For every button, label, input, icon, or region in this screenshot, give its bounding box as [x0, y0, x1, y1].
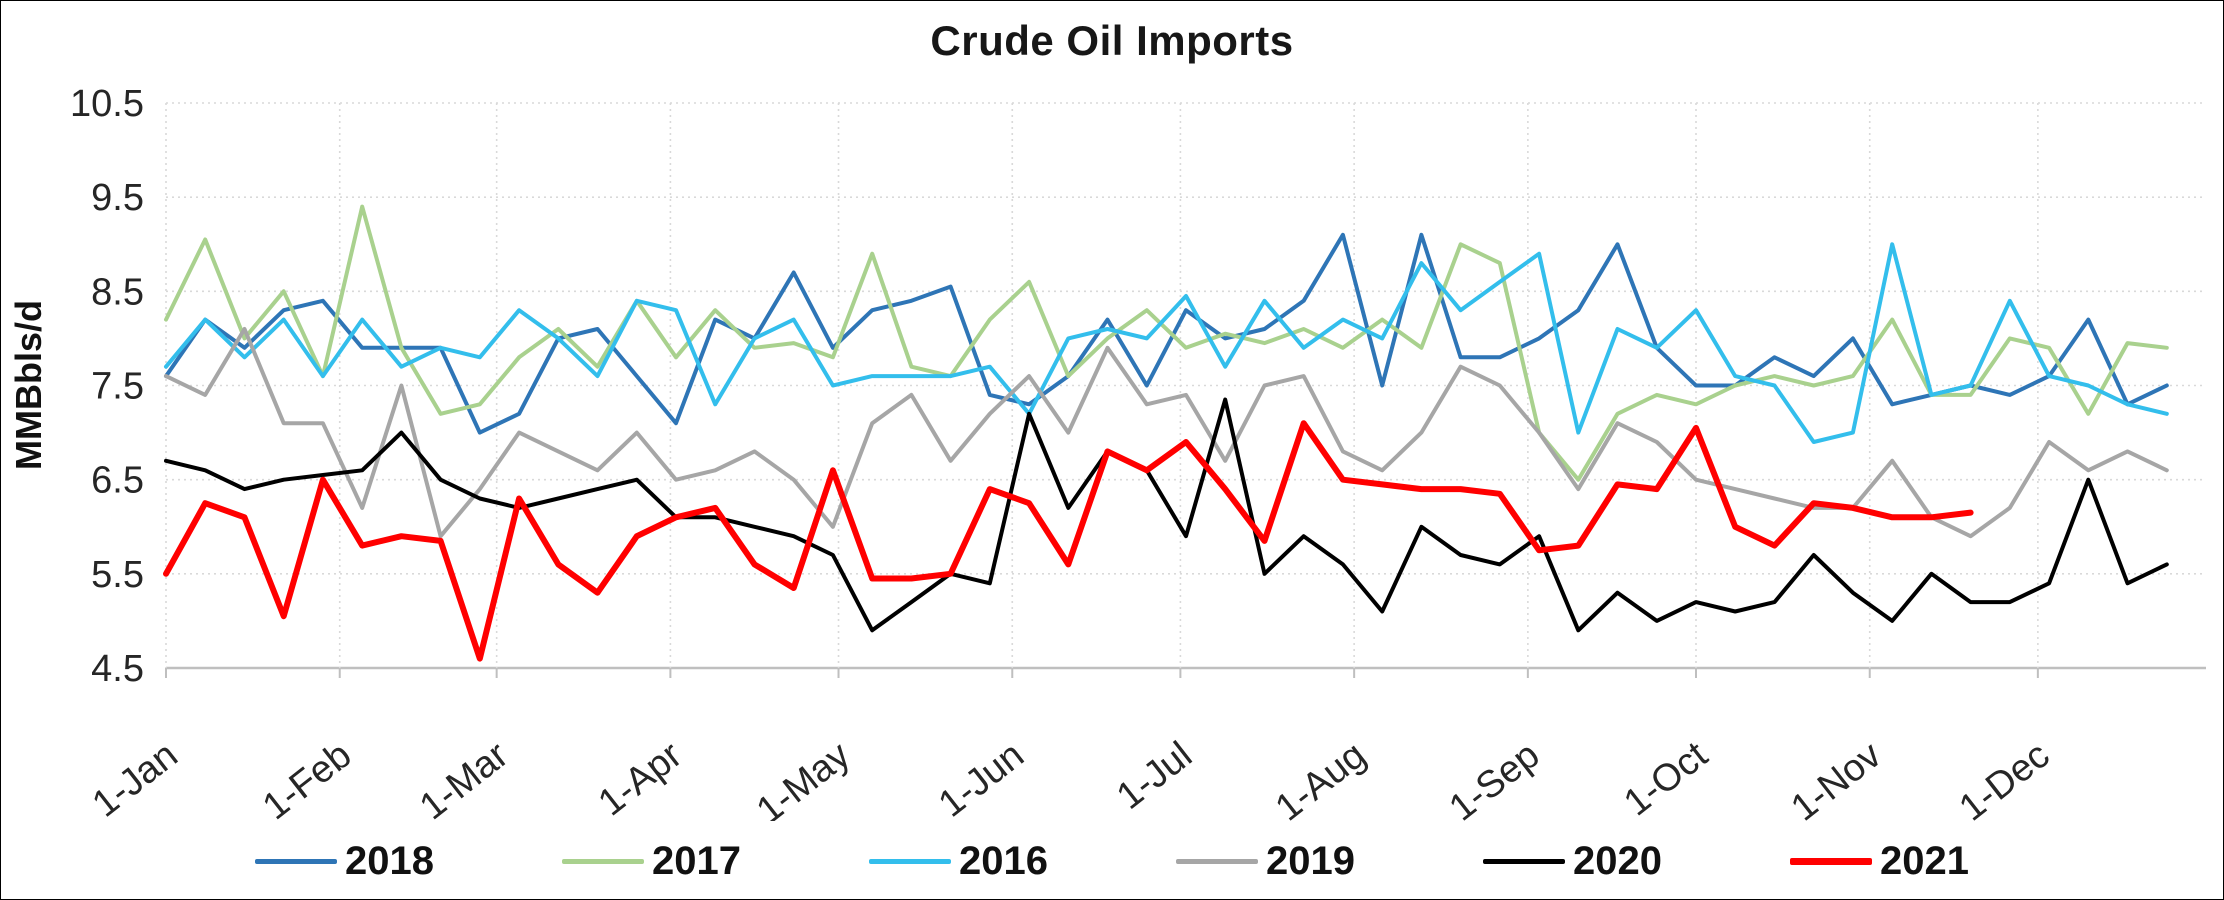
- legend-item-2018: 2018: [255, 839, 434, 884]
- y-tick-label: 6.5: [91, 460, 144, 502]
- line-chart-plot-area: 4.55.56.57.58.59.510.5 1-Jan 1-Feb 1-Mar 1-…: [8, 83, 2206, 821]
- y-tick-label: 8.5: [91, 271, 144, 313]
- legend-label-2021: 2021: [1879, 838, 1969, 883]
- y-tick-label: 5.5: [91, 554, 144, 596]
- x-tick-label: 1-Mar: [412, 734, 516, 821]
- x-tick-label: 1-Sep: [1442, 734, 1548, 821]
- legend-label-2016: 2016: [959, 838, 1048, 883]
- x-tick-label: 1-Feb: [255, 734, 359, 821]
- legend-item-2016: 2016: [869, 839, 1048, 884]
- legend-item-2021: 2021: [1789, 838, 1969, 884]
- data-series-lines: [163, 204, 2169, 662]
- legend-item-2017: 2017: [562, 839, 741, 884]
- legend-label-2017: 2017: [652, 838, 742, 883]
- x-axis-tick-labels: 1-Jan 1-Feb 1-Mar 1-Apr 1-May 1-Jun 1-Jul 1-Aug…: [85, 734, 2058, 821]
- legend-label-2019: 2019: [1266, 838, 1355, 883]
- legend-label-2018: 2018: [345, 838, 435, 883]
- series-line-2021: [163, 420, 1974, 662]
- y-axis-tick-labels: 4.5 5.5 6.5 7.5 8.5 9.5 10.5: [70, 83, 144, 690]
- legend-line-sample-2020: [1482, 858, 1565, 864]
- y-tick-label: 7.5: [91, 366, 144, 408]
- legend-item-2019: 2019: [1176, 839, 1355, 884]
- x-tick-label: 1-Apr: [591, 734, 690, 821]
- series-line-2018: [164, 232, 2169, 435]
- legend-label-2020: 2020: [1572, 838, 1662, 883]
- x-tick-label: 1-Dec: [1952, 734, 2058, 821]
- legend-line-sample-2018: [255, 858, 338, 864]
- x-tick-label: 1-Jul: [1109, 734, 1200, 818]
- legend-line-sample-2017: [562, 858, 645, 864]
- y-tick-label: 9.5: [91, 177, 144, 219]
- x-tick-label: 1-Oct: [1616, 734, 1715, 821]
- series-line-2020: [164, 397, 2169, 633]
- legend-line-sample-2021: [1789, 857, 1872, 865]
- series-line-2017: [164, 204, 2169, 482]
- vertical-gridlines: [165, 103, 2039, 678]
- chart-title: Crude Oil Imports: [930, 17, 1294, 64]
- x-tick-label: 1-Jan: [85, 734, 186, 821]
- y-tick-label: 4.5: [91, 648, 144, 690]
- y-axis-title: MMBbls/d: [8, 300, 49, 470]
- y-tick-label: 10.5: [70, 83, 144, 125]
- horizontal-gridlines: [166, 102, 2206, 670]
- chart-legend: 2018 2017 2016 2019 2020 2021: [1, 821, 2223, 899]
- x-tick-label: 1-Nov: [1784, 734, 1890, 821]
- x-tick-label: 1-Aug: [1268, 734, 1374, 821]
- legend-item-2020: 2020: [1482, 838, 1662, 884]
- legend-line-sample-2019: [1176, 858, 1258, 864]
- legend-line-sample-2016: [869, 858, 952, 864]
- series-line-2016: [164, 242, 2169, 444]
- x-tick-label: 1-Jun: [931, 734, 1032, 821]
- x-tick-label: 1-May: [749, 734, 858, 821]
